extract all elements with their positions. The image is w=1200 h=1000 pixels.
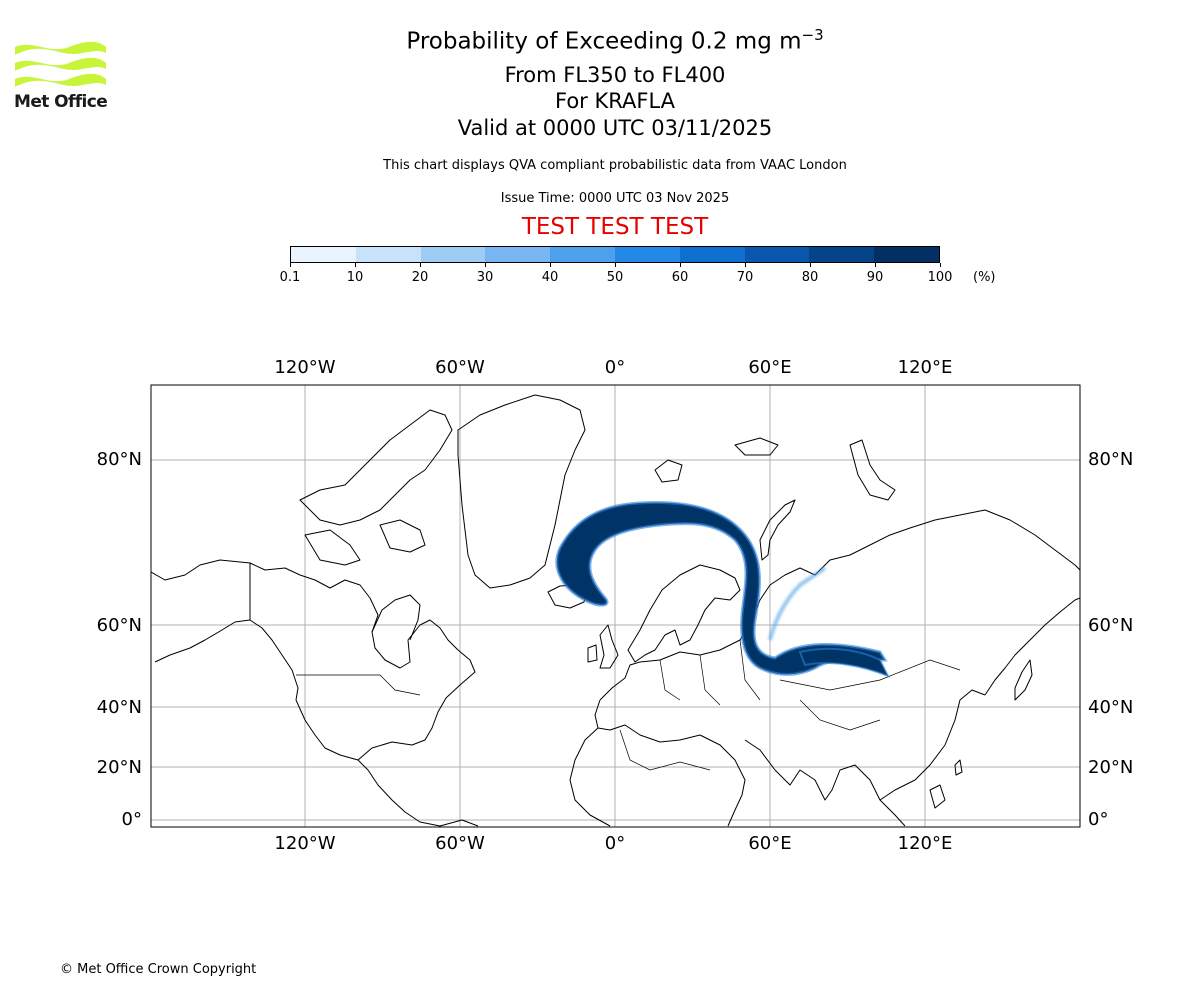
map-content [151, 385, 1080, 827]
valid-time: Valid at 0000 UTC 03/11/2025 [457, 116, 773, 140]
chart-description: This chart displays QVA compliant probab… [383, 158, 847, 173]
colorbar-tick-mark [289, 263, 291, 267]
title-superscript: −3 [801, 26, 824, 44]
coast-north-america [249, 562, 479, 827]
lat-label-right: 60°N [1088, 615, 1133, 636]
colorbar-tick-label: 70 [736, 270, 754, 285]
colorbar-segment [355, 247, 421, 262]
lon-label-bottom: 60°W [435, 833, 485, 854]
coast-novaya-zemlya [759, 499, 796, 561]
colorbar-tick-label: 100 [927, 270, 953, 285]
colorbar-tick-mark [809, 263, 811, 267]
colorbar-segment [744, 247, 810, 262]
colorbar-segment [809, 247, 875, 262]
colorbar-segment [874, 247, 939, 262]
coastlines [151, 394, 1080, 827]
lon-label-bottom: 60°E [748, 833, 791, 854]
title-prefix: Probability of Exceeding 0.2 mg m [406, 28, 802, 55]
plume-faint-tail [768, 566, 827, 641]
colorbar-segment [679, 247, 745, 262]
lat-label-left: 80°N [97, 449, 142, 470]
chart-title: Probability of Exceeding 0.2 mg m−3 [0, 26, 1200, 55]
colorbar-tick-mark [939, 263, 941, 267]
copyright-notice: © Met Office Crown Copyright [60, 962, 257, 977]
coast-hudson-bay [371, 594, 421, 641]
coast-east-asia [984, 597, 1080, 696]
colorbar-tick-label: 50 [606, 270, 624, 285]
colorbar [290, 246, 940, 263]
coast-uk [599, 624, 619, 669]
colorbar-tick-mark [614, 263, 616, 267]
lon-label-top: 120°W [274, 357, 335, 378]
lon-label-bottom: 0° [605, 833, 625, 854]
lon-label-top: 60°W [435, 357, 485, 378]
coast-greenland [457, 394, 586, 589]
lon-label-top: 0° [605, 357, 625, 378]
lon-label-top: 120°E [898, 357, 953, 378]
colorbar-tick-label: 40 [541, 270, 559, 285]
lon-label-bottom: 120°W [274, 833, 335, 854]
colorbar-tick-mark [874, 263, 876, 267]
colorbar-tick-label: 60 [671, 270, 689, 285]
test-banner: TEST TEST TEST [521, 214, 709, 240]
logo-text: Met Office [14, 92, 108, 112]
lon-label-top: 60°E [748, 357, 791, 378]
colorbar-tick-mark [744, 263, 746, 267]
volcano-name: For KRAFLA [555, 89, 675, 113]
coast-alaska [151, 559, 299, 701]
lon-label-bottom: 120°E [898, 833, 953, 854]
lat-label-left: 60°N [97, 615, 142, 636]
axis-labels: 120°W 60°W 0° 60°E 120°E 120°W 60°W 0° 6… [97, 357, 1134, 854]
lat-label-right: 40°N [1088, 697, 1133, 718]
colorbar-tick-mark [549, 263, 551, 267]
coast-eurasia [599, 509, 1080, 701]
lat-label-right: 80°N [1088, 449, 1133, 470]
map-frame [150, 384, 1081, 828]
colorbar-tick-label: 30 [476, 270, 494, 285]
colorbar-segment [485, 247, 551, 262]
colorbar-tick-label: 10 [346, 270, 364, 285]
colorbar-tick-label: 20 [411, 270, 429, 285]
coast-south-asia [744, 689, 986, 827]
lat-label-right: 0° [1088, 809, 1108, 830]
coast-arctic-islands [299, 409, 453, 526]
colorbar-tick-label: 0.1 [279, 270, 301, 285]
colorbar-segment [614, 247, 680, 262]
coast-africa [569, 699, 746, 827]
colorbar-segment [550, 247, 615, 262]
met-office-logo-icon [15, 41, 106, 87]
colorbar-tick-mark [484, 263, 486, 267]
colorbar-tick-mark [419, 263, 421, 267]
ash-plume [555, 501, 891, 678]
gridlines [151, 385, 1080, 827]
colorbar-tick-mark [354, 263, 356, 267]
issue-time: Issue Time: 0000 UTC 03 Nov 2025 [500, 191, 730, 206]
colorbar-unit: (%) [973, 270, 996, 285]
lat-label-left: 0° [122, 809, 142, 830]
colorbar-segment [291, 247, 356, 262]
colorbar-segment [420, 247, 486, 262]
colorbar-tick-label: 80 [801, 270, 819, 285]
lat-label-right: 20°N [1088, 757, 1133, 778]
lat-label-left: 40°N [97, 697, 142, 718]
lat-label-left: 20°N [97, 757, 142, 778]
colorbar-tick-label: 90 [866, 270, 884, 285]
colorbar-tick-mark [679, 263, 681, 267]
plume-branch [798, 647, 891, 678]
borders [249, 563, 961, 771]
level-range: From FL350 to FL400 [504, 63, 726, 87]
coast-scandinavia [627, 564, 741, 663]
